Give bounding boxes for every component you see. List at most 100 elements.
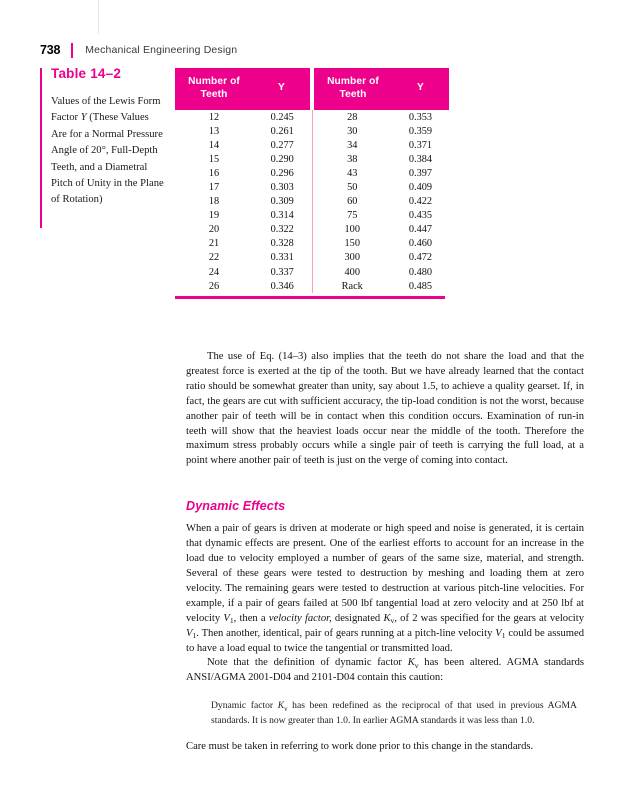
para2-segment-c: designated [331, 612, 384, 624]
running-head-divider [71, 42, 74, 58]
header-line-1a: Number of [188, 76, 240, 87]
spacer [186, 727, 584, 740]
quote-segment-b: has been redefined as the reciprocal of … [211, 700, 577, 726]
table-row: 24 0.337 400 0.480 [175, 265, 449, 280]
header-number-of-teeth-2: Number of Teeth [310, 68, 392, 110]
table-cell: 50 [311, 180, 392, 195]
table-cell: 0.322 [270, 224, 294, 236]
header-line-2b: Teeth [339, 88, 367, 100]
subscript-v-3: v [284, 705, 288, 713]
variable-V-3: V [495, 627, 502, 639]
table-row: 13 0.261 30 0.359 [175, 124, 449, 139]
paragraph-dynamic-effects: When a pair of gears is driven at modera… [186, 522, 584, 656]
paragraph-tip-load: The use of Eq. (14–3) also implies that … [186, 351, 584, 467]
table-row: 19 0.314 75 0.435 [175, 208, 449, 223]
table-number: Table 14–2 [51, 66, 122, 81]
table-cell: 13 [208, 125, 220, 137]
para3-segment-a: Note that the definition of dynamic fact… [207, 657, 408, 669]
table-cell: 26 [208, 280, 220, 292]
gutter-rule [98, 0, 99, 34]
table-cell: 0.397 [408, 167, 433, 179]
table-cell: 0.435 [408, 210, 433, 222]
table-cell: 0.460 [408, 238, 433, 250]
lewis-form-factor-table: Number of Teeth Y Number of Teeth Y 12 0.… [175, 68, 449, 299]
table-row: 14 0.277 34 0.371 [175, 138, 449, 153]
header-Y-1: Y [253, 68, 312, 110]
table-cell: 0.353 [408, 111, 433, 123]
table-cell: 20 [208, 224, 220, 236]
caption-accent-rule [40, 68, 42, 228]
table-cell: 0.277 [270, 139, 294, 151]
running-head: 738 Mechanical Engineering Design [40, 42, 237, 58]
subscript-1c: 1 [501, 631, 506, 641]
table-cell: 24 [208, 266, 220, 278]
header-line-2a: Teeth [200, 88, 228, 100]
table-cell: 38 [311, 152, 392, 167]
table-row: 22 0.331 300 0.472 [175, 250, 449, 266]
table-row: 12 0.245 28 0.353 [175, 110, 449, 125]
para3-segment-b: has been altered. AGMA standards ANSI/AG… [186, 657, 584, 684]
para2-segment-d: , of 2 was specified for the gears at ve… [394, 612, 584, 624]
table-cell: 0.485 [408, 280, 433, 292]
table-header-row: Number of Teeth Y Number of Teeth Y [175, 68, 449, 110]
subscript-1a: 1 [229, 616, 234, 626]
header-Y-2: Y [392, 68, 449, 110]
table-row: 15 0.290 38 0.384 [175, 152, 449, 167]
table-cell: 75 [311, 208, 392, 223]
variable-V-1: V [223, 612, 230, 624]
header-number-of-teeth-1: Number of Teeth [175, 68, 253, 110]
table-cell: 300 [311, 250, 392, 266]
table-cell: 16 [208, 167, 220, 179]
table-cell: 19 [208, 210, 220, 222]
table-body: 12 0.245 28 0.353 13 0.261 30 0.359 14 0.277 34 0.3… [175, 110, 449, 294]
variable-K-1: K [383, 612, 391, 624]
table-cell: 0.309 [270, 196, 294, 208]
para2-segment-a: When a pair of gears is driven at modera… [186, 523, 584, 624]
table-cell: 0.359 [408, 125, 433, 137]
caption-part-1: Values of the Lewis Form Factor [51, 96, 161, 124]
table-cell: 0.296 [270, 167, 294, 179]
table-row: 17 0.303 50 0.409 [175, 180, 449, 195]
variable-K-2: K [407, 657, 415, 669]
table-row: 16 0.296 43 0.397 [175, 166, 449, 181]
subscript-v-1: v [390, 616, 395, 626]
para2-segment-b: , then a [233, 612, 269, 624]
table-cell: 15 [208, 153, 220, 165]
table-cell: Rack [311, 279, 392, 294]
table-cell: 34 [311, 138, 392, 153]
blockquote-agma-caution: Dynamic factor Kv has been redefined as … [211, 699, 577, 727]
table-cell: 0.447 [408, 224, 433, 236]
para2-segment-f: could be assumed to have a load equal to… [186, 627, 584, 654]
caption-part-2: (These Values Are for a Normal Pressure … [51, 112, 164, 206]
table-cell: 0.409 [408, 182, 433, 194]
header-line-1b: Number of [327, 76, 379, 87]
table-bottom-rule [175, 296, 445, 299]
table-cell: 150 [311, 236, 392, 251]
subscript-1b: 1 [192, 631, 197, 641]
page-number: 738 [40, 43, 61, 57]
table-caption-block: Table 14–2 Values of the Lewis Form Fact… [40, 66, 166, 228]
table-row: 20 0.322 100 0.447 [175, 222, 449, 237]
table-cell: 30 [311, 124, 392, 139]
table-cell: 12 [208, 111, 220, 123]
subscript-v-2: v [414, 661, 419, 670]
table-cell: 0.472 [408, 252, 433, 264]
table-cell: 0.480 [408, 266, 433, 278]
variable-K-3: K [277, 700, 285, 712]
para2-segment-e: . Then another, identical, pair of gears… [196, 627, 496, 639]
table-cell: 0.337 [270, 266, 294, 278]
table-row: 26 0.346 Rack 0.485 [175, 279, 449, 294]
table-cell: 17 [208, 182, 220, 194]
table-cell: 0.290 [270, 153, 294, 165]
table-cell: 0.314 [270, 210, 294, 222]
table-cell: 0.328 [270, 238, 294, 250]
table-cell: 0.303 [270, 182, 294, 194]
table-cell: 0.245 [270, 111, 294, 123]
paragraph-agma-note: Note that the definition of dynamic fact… [186, 656, 584, 686]
table-cell: 0.384 [408, 153, 433, 165]
table-row: 18 0.309 60 0.422 [175, 194, 449, 209]
table-cell: 0.371 [408, 139, 433, 151]
table-cell: 0.422 [408, 196, 433, 208]
table-row: 21 0.328 150 0.460 [175, 236, 449, 251]
table-cell: 21 [208, 238, 220, 250]
